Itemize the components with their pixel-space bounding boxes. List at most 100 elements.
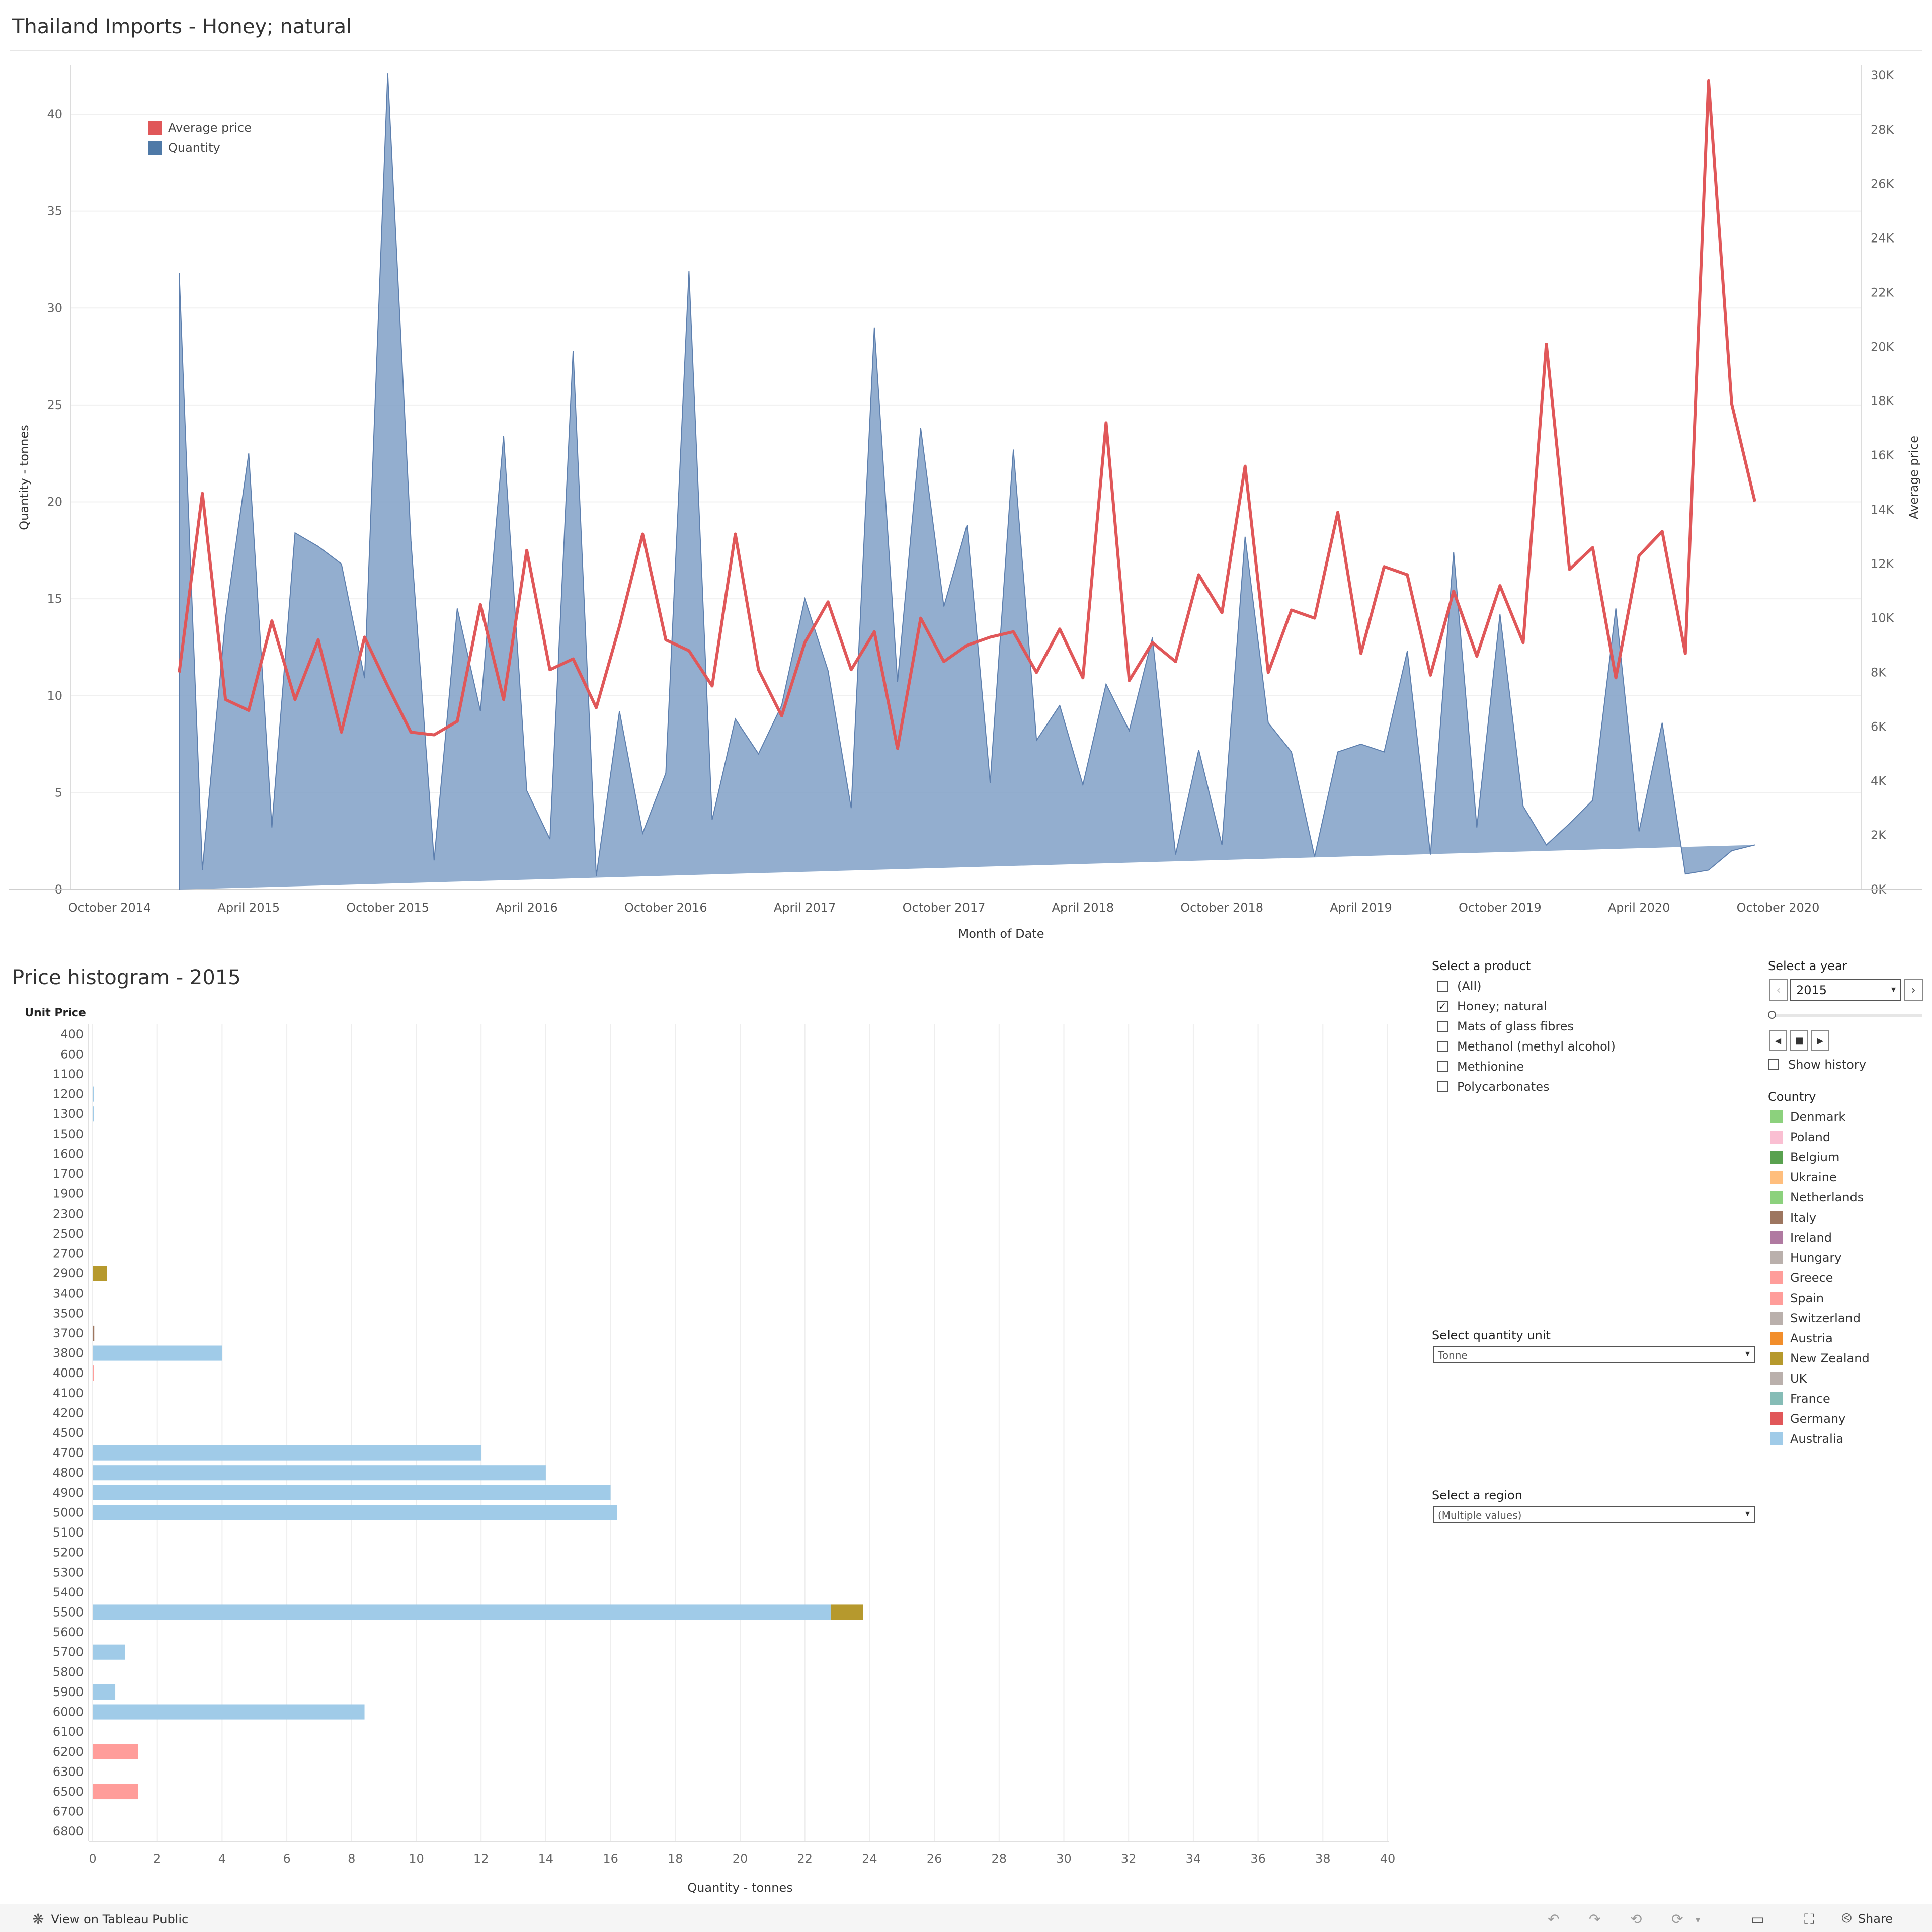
share-button[interactable]: ⧀ Share	[1841, 1911, 1893, 1926]
price-histogram-chart[interactable]: 0 2 4 6 8 10 12 14 16 18 20 22 24 26 28 30 32 34 36 38 40Uni…	[0, 1001, 1409, 1902]
country-legend-item[interactable]: Denmark	[1770, 1107, 1845, 1127]
tableau-logo-icon: ❋	[32, 1911, 44, 1927]
y-tick-label: 5900	[53, 1685, 84, 1699]
country-legend-item[interactable]: Germany	[1770, 1409, 1845, 1429]
product-option[interactable]: ✓ Honey; natural	[1437, 996, 1547, 1016]
x-tick-label: 20	[733, 1852, 748, 1866]
refresh-icon[interactable]: ⟳	[1671, 1911, 1683, 1927]
view-on-tableau-link[interactable]: ❋ View on Tableau Public	[32, 1911, 188, 1927]
country-legend-item[interactable]: New Zealand	[1770, 1348, 1870, 1369]
product-checkbox[interactable]	[1437, 1041, 1448, 1052]
download-icon[interactable]: ▭	[1751, 1911, 1764, 1927]
quantity-unit-select[interactable]: Tonne ▾	[1433, 1346, 1755, 1363]
year-slider-handle[interactable]	[1768, 1011, 1776, 1019]
y-tick-label: 20	[47, 495, 62, 509]
undo-icon[interactable]: ↶	[1548, 1911, 1560, 1927]
legend-swatch	[148, 121, 162, 135]
country-legend-item[interactable]: Spain	[1770, 1288, 1824, 1308]
x-tick-label: 40	[1380, 1852, 1396, 1866]
top-title-divider	[10, 50, 1922, 51]
country-legend-item[interactable]: Ukraine	[1770, 1167, 1837, 1187]
country-legend-item[interactable]: Greece	[1770, 1268, 1833, 1288]
country-label: Australia	[1790, 1432, 1844, 1446]
x-tick-label: 14	[538, 1852, 554, 1866]
histogram-bar	[93, 1704, 365, 1720]
y-tick-label: 4800	[53, 1466, 84, 1480]
play-forward-button[interactable]: ▶	[1811, 1030, 1829, 1051]
y2-tick-label: 18K	[1871, 394, 1895, 408]
y-tick-label: 5000	[53, 1505, 84, 1519]
legend-label: Quantity	[168, 141, 220, 155]
country-legend-item[interactable]: Netherlands	[1770, 1187, 1864, 1208]
region-select[interactable]: (Multiple values) ▾	[1433, 1506, 1755, 1523]
country-swatch	[1770, 1171, 1783, 1184]
country-legend-item[interactable]: Italy	[1770, 1208, 1816, 1228]
x-tick-label: 30	[1056, 1852, 1072, 1866]
country-swatch	[1770, 1352, 1783, 1365]
histogram-bar	[93, 1465, 546, 1481]
fullscreen-icon[interactable]: ⛶	[1804, 1911, 1814, 1927]
share-label: Share	[1858, 1911, 1893, 1926]
y-tick-label: 2900	[53, 1266, 84, 1280]
country-legend-item[interactable]: Australia	[1770, 1429, 1843, 1449]
year-select[interactable]: 2015 ▾	[1790, 979, 1901, 1001]
country-legend-item[interactable]: Ireland	[1770, 1228, 1832, 1248]
country-legend: Country Denmark Poland Belgium Ukraine Nethe…	[1768, 1090, 1929, 1462]
product-option[interactable]: (All)	[1437, 976, 1481, 996]
play-back-button[interactable]: ◀	[1769, 1030, 1787, 1051]
histogram-bar	[93, 1086, 94, 1102]
y-tick-label: 30	[47, 301, 62, 315]
y-tick-label: 4500	[53, 1426, 84, 1440]
country-legend-item[interactable]: France	[1770, 1389, 1830, 1409]
y-tick-label: 5200	[53, 1546, 84, 1560]
year-prev-button[interactable]: ‹	[1769, 979, 1788, 1001]
region-value: (Multiple values)	[1438, 1509, 1522, 1521]
y-tick-label: 5500	[53, 1605, 84, 1619]
product-checkbox[interactable]	[1437, 1021, 1448, 1032]
y-tick-label: 5800	[53, 1665, 84, 1679]
x-tick-label: October 2017	[903, 901, 986, 915]
country-label: Switzerland	[1790, 1311, 1861, 1325]
show-history-option[interactable]: Show history	[1768, 1055, 1866, 1075]
y-tick-label: 5600	[53, 1625, 84, 1639]
country-legend-item[interactable]: UK	[1770, 1369, 1807, 1389]
country-legend-item[interactable]: Switzerland	[1770, 1308, 1861, 1328]
product-checkbox[interactable]	[1437, 1081, 1448, 1092]
product-option-label: Mats of glass fibres	[1457, 1019, 1574, 1033]
chevron-down-icon: ▾	[1745, 1348, 1750, 1359]
x-tick-label: April 2015	[218, 901, 280, 915]
year-next-button[interactable]: ›	[1904, 979, 1923, 1001]
product-option[interactable]: Polycarbonates	[1437, 1077, 1549, 1097]
y-tick-label: 1900	[53, 1187, 84, 1201]
x-tick-label: 36	[1250, 1852, 1266, 1866]
x-tick-label: April 2020	[1608, 901, 1670, 915]
histogram-bar	[93, 1266, 107, 1281]
country-legend-item[interactable]: Hungary	[1770, 1248, 1841, 1268]
stop-button[interactable]: ■	[1790, 1030, 1808, 1051]
quantity-price-chart[interactable]: 05101520253035400K2K4K6K8K10K12K14K16K18…	[0, 50, 1932, 956]
pause-dropdown-icon[interactable]: ▾	[1696, 1915, 1701, 1925]
country-legend-item[interactable]: Belgium	[1770, 1147, 1839, 1167]
histogram-bar	[93, 1505, 617, 1520]
x-tick-label: 12	[473, 1852, 489, 1866]
product-filter: Select a product (All) ✓ Honey; natural Mat…	[1432, 959, 1754, 1100]
y2-tick-label: 28K	[1871, 123, 1895, 137]
show-history-checkbox[interactable]	[1768, 1059, 1779, 1070]
product-option[interactable]: Methionine	[1437, 1057, 1524, 1077]
x-tick-label: October 2018	[1180, 901, 1263, 915]
y2-tick-label: 6K	[1871, 719, 1887, 734]
year-slider-track[interactable]	[1771, 1014, 1922, 1017]
y-tick-label: 1100	[53, 1067, 84, 1081]
product-checkbox[interactable]	[1437, 1061, 1448, 1072]
revert-icon[interactable]: ⟲	[1630, 1911, 1642, 1927]
product-checkbox[interactable]: ✓	[1437, 1001, 1448, 1012]
product-option[interactable]: Mats of glass fibres	[1437, 1016, 1574, 1036]
country-swatch	[1770, 1312, 1783, 1325]
product-checkbox[interactable]	[1437, 981, 1448, 992]
product-option[interactable]: Methanol (methyl alcohol)	[1437, 1036, 1616, 1057]
product-option-label: (All)	[1457, 979, 1482, 993]
chevron-down-icon: ▾	[1891, 984, 1896, 995]
country-legend-item[interactable]: Austria	[1770, 1328, 1833, 1348]
country-legend-item[interactable]: Poland	[1770, 1127, 1830, 1147]
redo-icon[interactable]: ↷	[1589, 1911, 1601, 1927]
